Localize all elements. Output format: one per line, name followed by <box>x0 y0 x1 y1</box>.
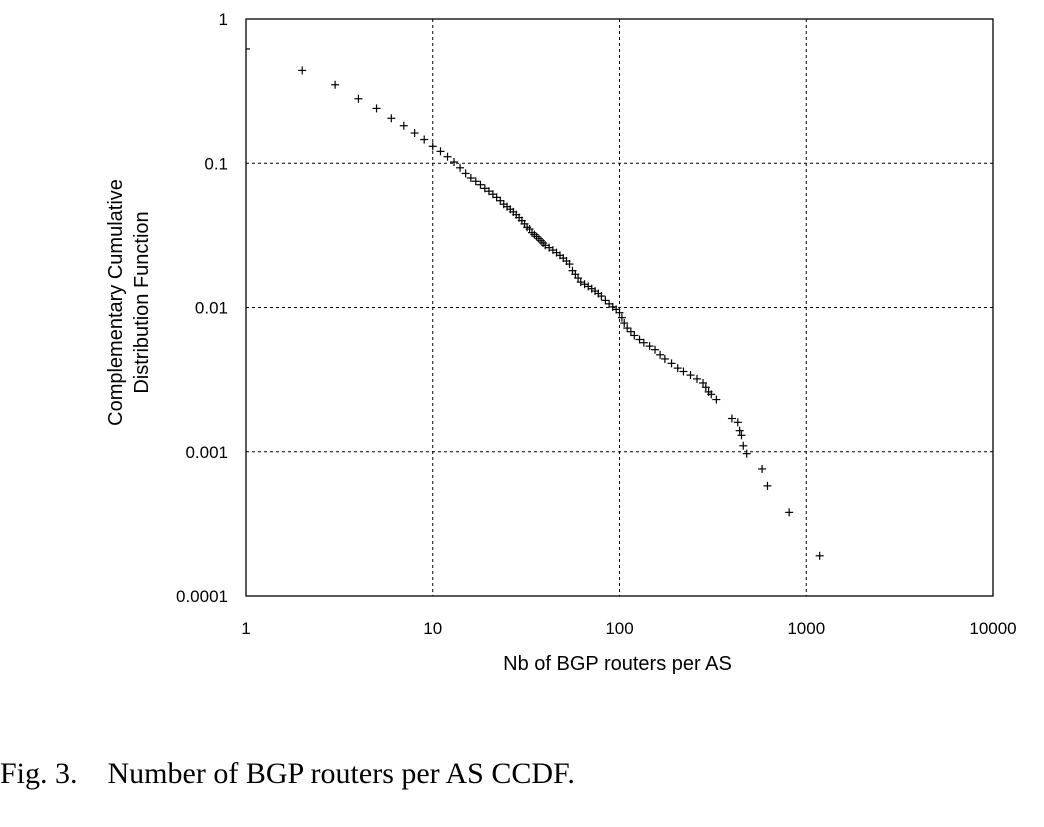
data-point <box>660 354 669 363</box>
y-tick-label: 0.01 <box>195 299 228 318</box>
data-point <box>623 324 632 333</box>
data-point <box>456 163 465 172</box>
x-tick-label: 10000 <box>969 619 1016 638</box>
data-point <box>699 378 708 387</box>
data-point <box>758 464 767 473</box>
ccdf-chart: 1 10 100 1000 10000 1 0.1 0.01 0.001 0.0001 Nb o… <box>105 10 1017 675</box>
data-point <box>580 280 589 289</box>
data-point <box>617 313 626 322</box>
data-point <box>626 327 635 336</box>
data-point <box>667 359 676 368</box>
data-point <box>763 481 772 490</box>
data-point <box>615 308 624 317</box>
data-point <box>387 114 396 123</box>
data-point <box>410 129 419 138</box>
x-tick-label: 10 <box>423 619 442 638</box>
data-point <box>735 426 744 435</box>
data-point <box>737 431 746 440</box>
data-point <box>639 338 648 347</box>
data-point <box>428 142 437 151</box>
data-point <box>461 169 470 178</box>
data-point <box>815 551 824 560</box>
data-point <box>612 305 621 314</box>
data-point <box>712 395 721 404</box>
data-point <box>656 350 665 359</box>
data-point <box>645 342 654 351</box>
x-tick-label: 100 <box>605 619 633 638</box>
data-point <box>679 367 688 376</box>
data-point <box>701 383 710 392</box>
data-point <box>742 449 751 458</box>
y-axis-title-line: Complementary Cumulative <box>105 179 127 426</box>
data-point <box>480 184 489 193</box>
data-point <box>651 345 660 354</box>
y-axis-title: Complementary Cumulative Distribution Fun… <box>105 179 153 426</box>
data-point <box>686 371 695 380</box>
y-tick-label: 0.1 <box>204 154 228 173</box>
data-point <box>707 390 716 399</box>
data-point <box>537 236 546 245</box>
data-point <box>466 174 475 183</box>
x-tick-labels: 1 10 100 1000 10000 <box>241 619 1016 638</box>
data-point <box>420 135 429 144</box>
grid-lines <box>246 19 993 596</box>
plot-frame <box>245 18 994 597</box>
data-point <box>785 508 794 517</box>
data-point <box>597 292 606 301</box>
data-point <box>436 147 445 156</box>
data-point <box>739 441 748 450</box>
data-point <box>450 158 459 167</box>
data-point <box>492 193 501 202</box>
data-point <box>733 418 742 427</box>
data-point <box>635 335 644 344</box>
data-point <box>601 296 610 305</box>
data-point <box>496 196 505 205</box>
data-point <box>331 80 340 89</box>
data-point <box>620 319 629 328</box>
y-tick-label: 1 <box>219 10 228 29</box>
y-tick-label: 0.001 <box>185 443 228 462</box>
data-point <box>471 177 480 186</box>
data-point <box>630 331 639 340</box>
data-point <box>574 274 583 283</box>
y-tick-label: 0.0001 <box>176 587 228 606</box>
data-point <box>692 374 701 383</box>
data-point <box>565 260 574 269</box>
x-tick-label: 1000 <box>787 619 825 638</box>
figure-caption: Fig. 3. Number of BGP routers per AS CCD… <box>0 757 575 790</box>
x-tick-label: 1 <box>241 619 250 638</box>
data-point <box>354 94 363 103</box>
data-point <box>476 180 485 189</box>
data-point <box>673 364 682 373</box>
x-axis-title: Nb of BGP routers per AS <box>503 653 732 675</box>
data-point <box>372 104 381 113</box>
y-tick-labels: 1 0.1 0.01 0.001 0.0001 <box>176 10 228 606</box>
data-point <box>443 152 452 161</box>
data-points <box>246 48 824 560</box>
data-point <box>399 121 408 130</box>
data-point <box>298 66 307 75</box>
data-point <box>727 414 736 423</box>
y-axis-title-line: Distribution Function <box>131 211 153 393</box>
